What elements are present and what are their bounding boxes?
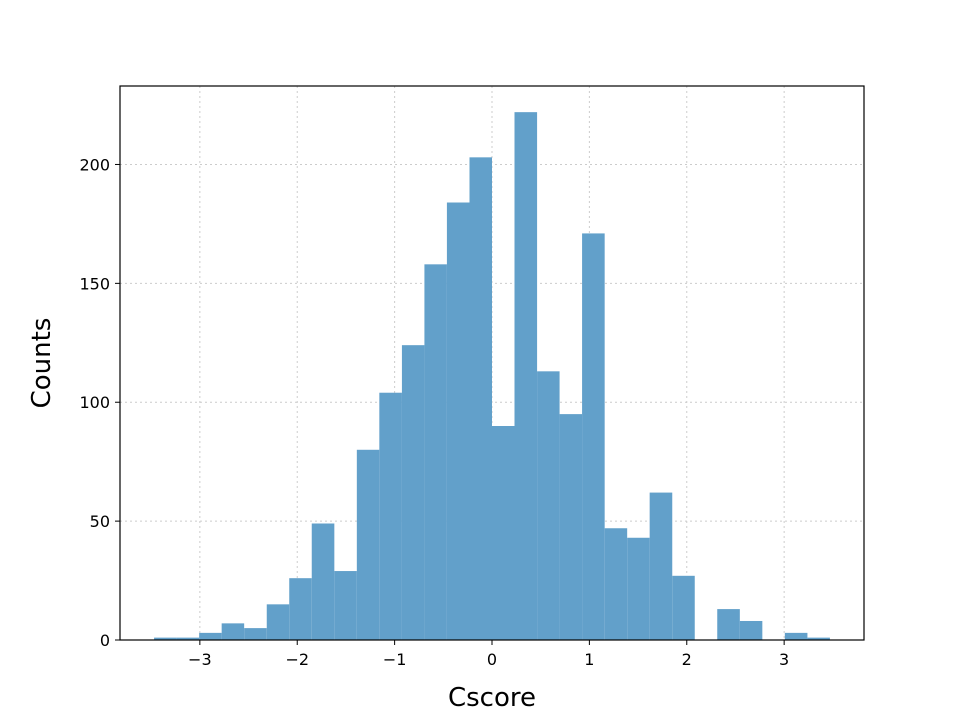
y-tick-label: 0 [100,631,110,650]
bar [221,623,245,640]
bar [492,426,515,640]
bar [582,233,605,640]
bar [311,523,335,640]
x-tick-label: 0 [487,650,497,669]
bar [379,392,402,640]
bar [537,371,560,640]
plot-frame [119,85,865,641]
bar [176,637,200,640]
bar [604,528,628,640]
bar [739,620,763,640]
bar [559,414,583,640]
bar [469,157,492,640]
x-tick-label: 1 [584,650,594,669]
bar [807,637,830,640]
bar [334,571,357,640]
y-tick-label: 100 [79,393,110,412]
bar [627,537,650,640]
y-tick-label: 50 [90,512,110,531]
bar [401,345,425,640]
x-tick-label: −1 [383,650,407,669]
x-tick-label: 3 [779,650,789,669]
y-tick-label: 150 [79,274,110,293]
x-tick-label: −2 [285,650,309,669]
bar [244,628,267,640]
x-tick-label: −3 [188,650,212,669]
bar [784,632,808,640]
bar [717,609,740,640]
bar [514,112,538,641]
x-tick-label: 2 [682,650,692,669]
bar [446,202,470,640]
bar [154,637,177,640]
bar [424,264,447,640]
y-axis-label: Counts [27,318,57,409]
y-tick-label: 200 [79,155,110,174]
bar [289,578,312,640]
x-axis-label: Cscore [448,683,536,713]
bar [356,449,380,640]
bar [672,575,695,640]
bar [199,632,222,640]
bar [649,492,673,640]
bar [266,604,290,640]
